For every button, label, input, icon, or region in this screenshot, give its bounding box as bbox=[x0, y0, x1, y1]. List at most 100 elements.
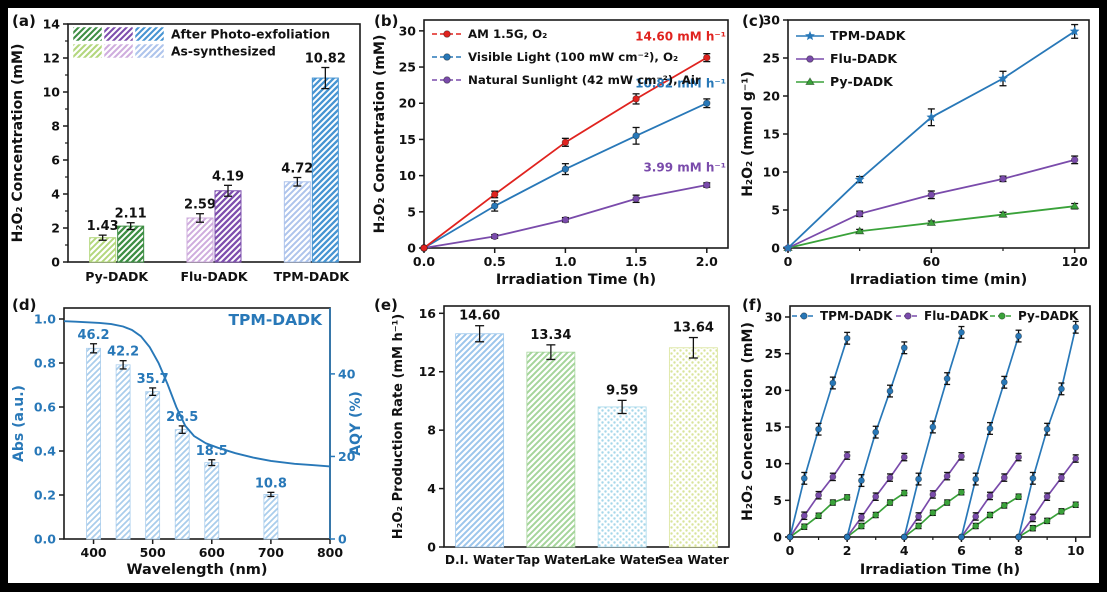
svg-text:Irradiation Time (h): Irradiation Time (h) bbox=[860, 562, 1020, 578]
svg-text:TPM-DADK: TPM-DADK bbox=[820, 309, 893, 323]
svg-text:5: 5 bbox=[773, 493, 782, 508]
svg-text:8: 8 bbox=[51, 119, 60, 134]
svg-text:1.43: 1.43 bbox=[87, 219, 119, 234]
svg-text:500: 500 bbox=[140, 545, 166, 560]
svg-text:40: 40 bbox=[338, 366, 356, 381]
svg-text:14.60: 14.60 bbox=[459, 309, 500, 324]
svg-text:0: 0 bbox=[784, 254, 793, 269]
svg-text:2: 2 bbox=[843, 543, 852, 558]
svg-text:0: 0 bbox=[51, 255, 60, 270]
svg-text:13.64: 13.64 bbox=[673, 321, 714, 336]
svg-text:0.6: 0.6 bbox=[34, 400, 56, 415]
panel-d-label: (d) bbox=[12, 296, 37, 314]
svg-text:600: 600 bbox=[199, 545, 225, 560]
svg-text:46.2: 46.2 bbox=[78, 328, 110, 343]
svg-text:Sea Water: Sea Water bbox=[658, 553, 729, 567]
svg-text:42.2: 42.2 bbox=[107, 345, 139, 360]
svg-text:8: 8 bbox=[1014, 543, 1023, 558]
svg-text:0.5: 0.5 bbox=[484, 254, 506, 269]
svg-text:AM 1.5G, O₂: AM 1.5G, O₂ bbox=[468, 27, 547, 41]
svg-text:After Photo-exfoliation: After Photo-exfoliation bbox=[171, 28, 330, 42]
svg-text:15: 15 bbox=[399, 132, 416, 147]
panel-f-label: (f) bbox=[742, 296, 763, 314]
svg-text:0: 0 bbox=[773, 530, 782, 545]
svg-text:Flu-DADK: Flu-DADK bbox=[924, 309, 989, 323]
svg-text:10: 10 bbox=[763, 165, 781, 180]
svg-text:2: 2 bbox=[51, 221, 60, 236]
svg-text:5: 5 bbox=[771, 203, 780, 218]
svg-text:12: 12 bbox=[419, 364, 436, 379]
svg-text:25: 25 bbox=[765, 346, 782, 361]
svg-text:10.82: 10.82 bbox=[305, 52, 346, 67]
svg-text:Py-DADK: Py-DADK bbox=[85, 269, 149, 284]
svg-text:25: 25 bbox=[763, 51, 780, 66]
panel-a: (a) 0 2 4 6 8 10 12 14 H₂O₂ Concentration (mM) Py… bbox=[8, 8, 370, 292]
svg-text:30: 30 bbox=[399, 23, 417, 38]
svg-text:14.60 mM h⁻¹: 14.60 mM h⁻¹ bbox=[635, 29, 726, 43]
svg-text:13.34: 13.34 bbox=[530, 328, 571, 343]
svg-text:Abs (a.u.): Abs (a.u.) bbox=[11, 385, 27, 462]
svg-text:700: 700 bbox=[258, 545, 284, 560]
svg-text:4: 4 bbox=[427, 481, 436, 496]
svg-text:2.59: 2.59 bbox=[184, 198, 216, 213]
svg-text:20: 20 bbox=[338, 449, 356, 464]
svg-text:25: 25 bbox=[399, 60, 416, 75]
svg-text:6: 6 bbox=[51, 153, 60, 168]
svg-text:Wavelength (nm): Wavelength (nm) bbox=[126, 562, 267, 578]
panel-c-label: (c) bbox=[742, 12, 765, 30]
panel-a-label: (a) bbox=[12, 12, 36, 30]
svg-text:Tap Water: Tap Water bbox=[516, 553, 585, 567]
svg-text:1.5: 1.5 bbox=[625, 254, 647, 269]
svg-text:120: 120 bbox=[1062, 254, 1088, 269]
svg-text:0: 0 bbox=[407, 241, 416, 256]
svg-text:0.2: 0.2 bbox=[34, 488, 56, 503]
svg-text:10: 10 bbox=[765, 456, 783, 471]
panel-b: (b) 0 5 10 15 20 25 30 0.0 0.5 1.0 1.5 2.0 Irradiati… bbox=[370, 8, 738, 292]
svg-text:800: 800 bbox=[317, 545, 343, 560]
svg-text:8: 8 bbox=[427, 423, 436, 438]
svg-text:4: 4 bbox=[51, 187, 60, 202]
svg-text:1.0: 1.0 bbox=[34, 312, 56, 327]
svg-text:3.99 mM h⁻¹: 3.99 mM h⁻¹ bbox=[643, 160, 726, 174]
svg-text:60: 60 bbox=[923, 254, 941, 269]
svg-text:0.8: 0.8 bbox=[34, 356, 56, 371]
panel-e: (e) 0 4 8 12 16 H₂O₂ Production Rate (mM h⁻¹)… bbox=[370, 292, 738, 583]
svg-text:10: 10 bbox=[399, 168, 417, 183]
svg-text:15: 15 bbox=[763, 127, 780, 142]
svg-text:4: 4 bbox=[900, 543, 909, 558]
svg-text:0.0: 0.0 bbox=[413, 254, 435, 269]
svg-text:9.59: 9.59 bbox=[606, 383, 638, 398]
svg-text:30: 30 bbox=[763, 13, 781, 28]
svg-text:TPM-DADK: TPM-DADK bbox=[830, 28, 907, 43]
svg-text:5: 5 bbox=[407, 204, 416, 219]
svg-text:4.72: 4.72 bbox=[281, 162, 313, 177]
panel-e-label: (e) bbox=[374, 296, 398, 314]
panel-f-chart: 0 5 10 15 20 25 30 0 2 4 6 8 10 Irradiation Time (h) H… bbox=[740, 305, 1091, 578]
svg-text:35.7: 35.7 bbox=[137, 372, 169, 387]
panel-f: (f) 0 5 10 15 20 25 30 0 2 4 6 8 10 Irradiation Time … bbox=[738, 292, 1099, 583]
svg-text:Py-DADK: Py-DADK bbox=[1018, 309, 1079, 323]
panel-b-chart: 0 5 10 15 20 25 30 0.0 0.5 1.0 1.5 2.0 Irradiation T… bbox=[372, 19, 729, 288]
panel-e-chart: 0 4 8 12 16 H₂O₂ Production Rate (mM h⁻¹) 14.6… bbox=[391, 305, 730, 567]
svg-text:2.11: 2.11 bbox=[115, 207, 147, 222]
svg-text:TPM-DADK: TPM-DADK bbox=[274, 269, 351, 284]
figure-canvas: (a) 0 2 4 6 8 10 12 14 H₂O₂ Concentration (mM) Py… bbox=[8, 8, 1099, 583]
svg-text:Py-DADK: Py-DADK bbox=[830, 74, 894, 89]
svg-text:As-synthesized: As-synthesized bbox=[171, 45, 276, 59]
panel-c-chart: 0 5 10 15 20 25 30 0 60 120 Irradiation time (min)… bbox=[740, 13, 1090, 288]
panel-b-label: (b) bbox=[374, 12, 399, 30]
svg-text:15: 15 bbox=[765, 420, 782, 435]
svg-text:H₂O₂ Concentration (mM): H₂O₂ Concentration (mM) bbox=[10, 44, 26, 243]
svg-text:0.0: 0.0 bbox=[34, 532, 56, 547]
svg-text:20: 20 bbox=[763, 89, 781, 104]
svg-text:0.4: 0.4 bbox=[34, 444, 56, 459]
svg-text:H₂O₂ Concentration (mM): H₂O₂ Concentration (mM) bbox=[372, 35, 388, 234]
svg-text:10.82 mM h⁻¹: 10.82 mM h⁻¹ bbox=[635, 76, 726, 90]
svg-text:Flu-DADK: Flu-DADK bbox=[180, 269, 248, 284]
svg-text:0: 0 bbox=[338, 532, 347, 547]
svg-text:14: 14 bbox=[43, 17, 61, 32]
svg-text:D.I. Water: D.I. Water bbox=[445, 553, 515, 567]
svg-text:0: 0 bbox=[771, 241, 780, 256]
svg-text:Visible Light (100 mW cm⁻²), O: Visible Light (100 mW cm⁻²), O₂ bbox=[468, 50, 678, 64]
